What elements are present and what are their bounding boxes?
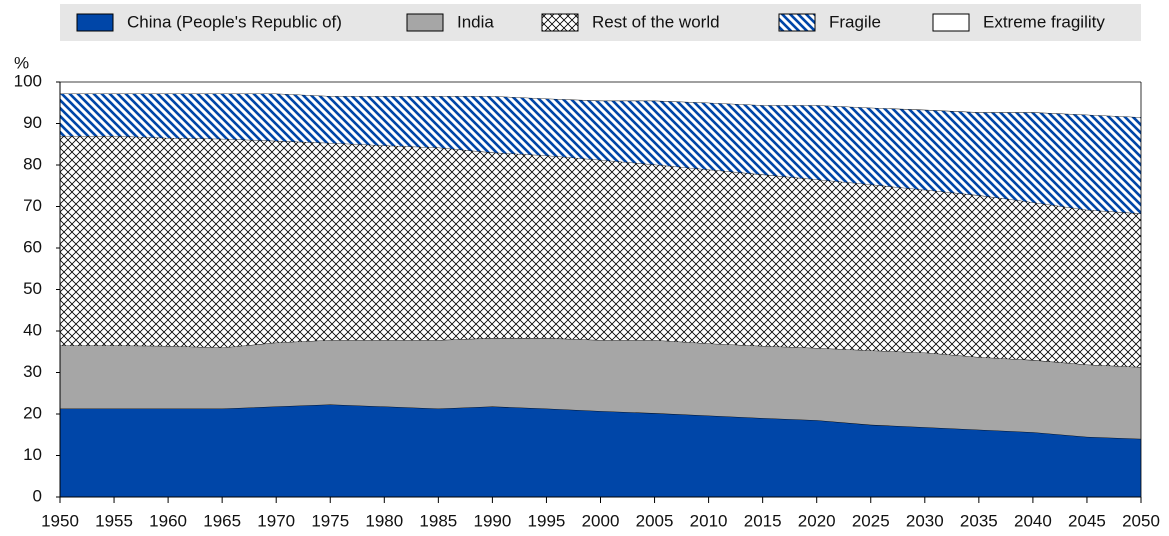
x-tick-label: 2015	[744, 511, 782, 530]
x-tick-label: 2000	[582, 511, 620, 530]
y-tick-label: 0	[33, 486, 42, 505]
legend-label: India	[457, 12, 494, 31]
x-tick-label: 2025	[852, 511, 890, 530]
x-tick-label: 2045	[1068, 511, 1106, 530]
x-tick-label: 1975	[311, 511, 349, 530]
x-tick-label: 1965	[203, 511, 241, 530]
y-tick-label: 50	[23, 279, 42, 298]
y-tick-label: 30	[23, 362, 42, 381]
legend-swatch	[541, 13, 579, 32]
x-tick-label: 2040	[1014, 511, 1052, 530]
area	[60, 82, 1141, 118]
legend-swatch	[76, 13, 114, 32]
x-tick-label: 2005	[636, 511, 674, 530]
x-tick-label: 1955	[95, 511, 133, 530]
x-tick-label: 1990	[473, 511, 511, 530]
x-tick-label: 1980	[365, 511, 403, 530]
legend-label: Extreme fragility	[983, 12, 1105, 31]
x-tick-label: 2010	[690, 511, 728, 530]
x-tick-label: 1970	[257, 511, 295, 530]
x-tick-label: 1950	[41, 511, 79, 530]
x-tick-label: 2030	[906, 511, 944, 530]
x-tick-label: 1985	[419, 511, 457, 530]
area	[60, 338, 1141, 439]
y-tick-label: 20	[23, 403, 42, 422]
legend-swatch	[778, 13, 816, 32]
x-tick-label: 2050	[1122, 511, 1160, 530]
y-tick-label: 40	[23, 320, 42, 339]
y-axis-label: %	[14, 53, 29, 72]
x-tick-label: 1995	[528, 511, 566, 530]
x-tick-label: 1960	[149, 511, 187, 530]
x-tick-label: 2020	[798, 511, 836, 530]
y-tick-label: 60	[23, 237, 42, 256]
x-tick-label: 2035	[960, 511, 998, 530]
legend-label: Fragile	[829, 12, 881, 31]
legend-swatch	[932, 13, 970, 32]
y-tick-label: 10	[23, 445, 42, 464]
legend-swatch	[406, 13, 444, 32]
y-tick-label: 80	[23, 154, 42, 173]
legend-label: China (People's Republic of)	[127, 12, 342, 31]
y-tick-label: 90	[23, 113, 42, 132]
legend-label: Rest of the world	[592, 12, 720, 31]
y-tick-label: 70	[23, 196, 42, 215]
area	[60, 135, 1141, 368]
area	[60, 93, 1141, 214]
y-tick-label: 100	[14, 71, 42, 90]
area	[60, 404, 1141, 497]
